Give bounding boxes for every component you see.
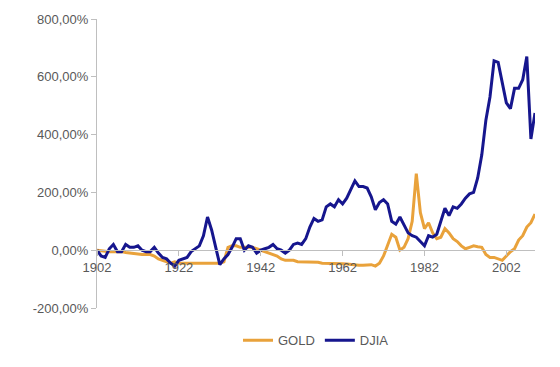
svg-text:2002: 2002: [492, 260, 521, 275]
svg-text:0,00%: 0,00%: [52, 243, 89, 258]
svg-text:400,00%: 400,00%: [37, 127, 89, 142]
svg-text:1942: 1942: [246, 260, 275, 275]
svg-text:1982: 1982: [410, 260, 439, 275]
svg-text:800,00%: 800,00%: [37, 12, 89, 27]
svg-text:600,00%: 600,00%: [37, 69, 89, 84]
svg-text:200,00%: 200,00%: [37, 185, 89, 200]
svg-text:-200,00%: -200,00%: [33, 301, 89, 316]
svg-text:1962: 1962: [328, 260, 357, 275]
svg-text:1902: 1902: [83, 260, 112, 275]
svg-text:DJIA: DJIA: [360, 333, 389, 348]
svg-text:1922: 1922: [164, 260, 193, 275]
svg-text:GOLD: GOLD: [278, 333, 315, 348]
